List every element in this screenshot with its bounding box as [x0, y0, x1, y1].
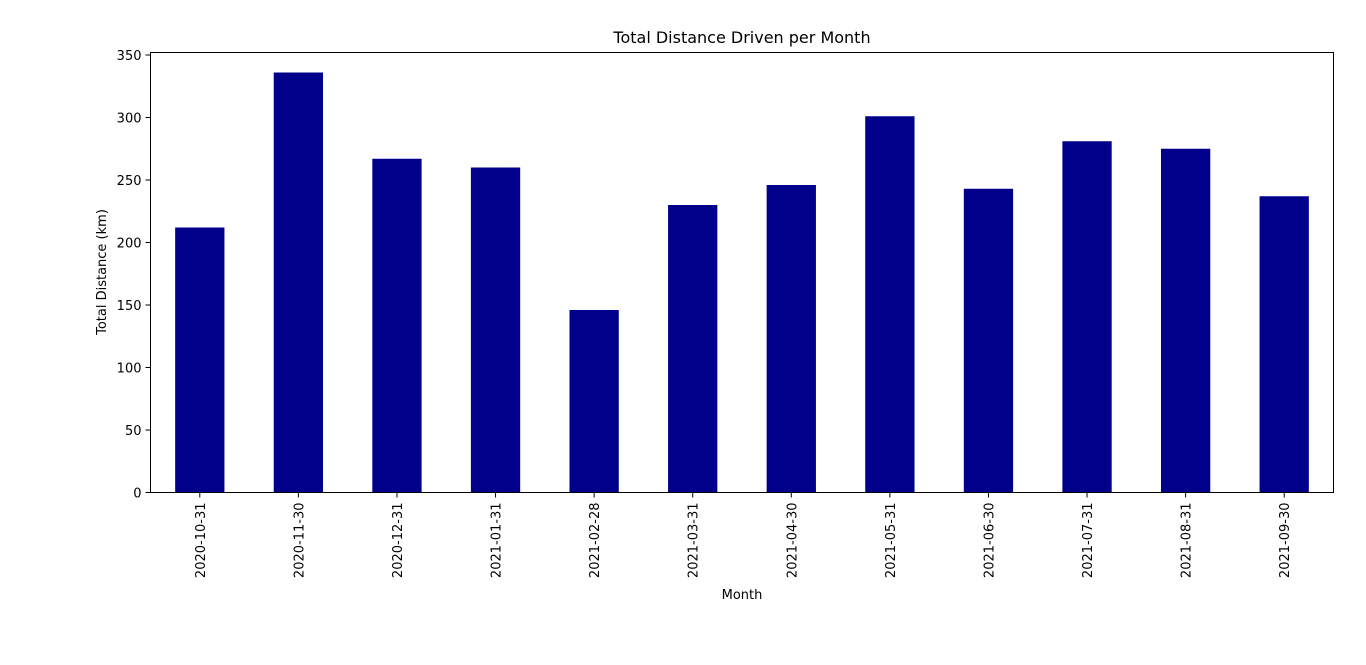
y-axis-label: Total Distance (km): [95, 209, 110, 336]
y-tick-label: 200: [117, 237, 142, 252]
y-axis: 0 50 100 150 200 250 300 350: [117, 49, 151, 502]
x-tick-label: 2021-05-31: [884, 503, 899, 579]
y-tick-label: 100: [117, 362, 142, 377]
bar-2021-01-31: [470, 167, 521, 493]
bars-group: [175, 72, 1309, 493]
bar-2021-09-30: [1259, 196, 1309, 493]
x-tick-label: 2020-11-30: [292, 503, 307, 579]
bar-2021-05-31: [865, 116, 915, 493]
x-tick-label: 2021-08-31: [1180, 503, 1195, 579]
y-tick-label: 150: [117, 299, 142, 314]
bar-2020-10-31: [175, 227, 225, 493]
bar-2021-06-30: [963, 188, 1014, 493]
x-tick-label: 2021-01-31: [490, 503, 505, 579]
y-tick-label: 250: [117, 174, 142, 189]
x-tick-label: 2021-03-31: [687, 503, 702, 579]
bar-2021-02-28: [569, 310, 619, 493]
x-tick-label: 2021-07-31: [1081, 503, 1096, 579]
y-tick-label: 300: [117, 112, 142, 127]
x-tick-label: 2021-09-30: [1278, 503, 1293, 579]
y-tick-label: 50: [125, 424, 142, 439]
bar-2021-03-31: [668, 205, 718, 493]
x-axis: 2020-10-31 2020-11-30 2020-12-31 2021-01-31…: [194, 492, 1293, 579]
x-tick-label: 2021-04-30: [785, 503, 800, 579]
bar-2020-11-30: [273, 72, 324, 493]
bar-2021-04-30: [766, 185, 816, 493]
bar-2020-12-31: [372, 158, 422, 493]
x-axis-label: Month: [722, 588, 763, 603]
chart-title: Total Distance Driven per Month: [612, 28, 870, 47]
bar-2021-07-31: [1062, 141, 1112, 493]
bar-2021-08-31: [1160, 148, 1211, 493]
plot-frame: [150, 52, 1334, 493]
x-tick-label: 2020-10-31: [194, 503, 209, 579]
x-tick-label: 2020-12-31: [391, 503, 406, 579]
x-tick-label: 2021-02-28: [588, 503, 603, 579]
x-tick-label: 2021-06-30: [982, 503, 997, 579]
y-tick-label: 350: [117, 49, 142, 64]
y-tick-label: 0: [133, 487, 141, 502]
